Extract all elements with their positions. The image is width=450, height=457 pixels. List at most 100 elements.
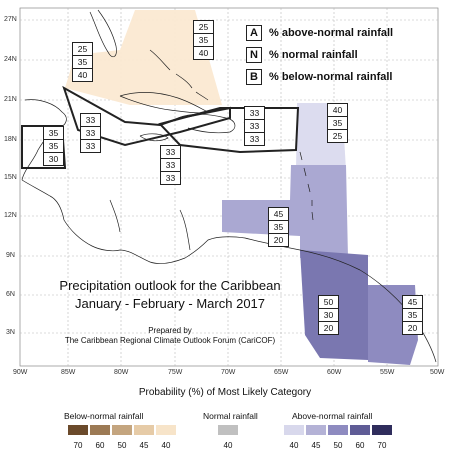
lat-label: 24N xyxy=(4,56,17,63)
prob-normal: 35 xyxy=(73,56,92,69)
swatch-label-above: 45 xyxy=(311,441,321,450)
prepared-by-label: Prepared by xyxy=(148,326,192,335)
prob-below: 20 xyxy=(407,323,418,333)
lat-label: 18N xyxy=(4,136,17,143)
prob-box-guyana: 50 30 20 xyxy=(318,295,339,335)
prob-box-leeward: 40 35 25 xyxy=(327,103,348,143)
prob-box-jamaica: 33 33 33 xyxy=(160,145,181,185)
swatch-label-normal: 40 xyxy=(223,441,233,450)
key-letter-b: B xyxy=(246,68,262,85)
swatch-below xyxy=(112,425,132,435)
colorbar-above-label: Above-normal rainfall xyxy=(292,411,373,421)
swatch-below xyxy=(134,425,154,435)
lat-label: 6N xyxy=(6,291,15,298)
prob-below: 25 xyxy=(332,131,343,141)
colorbar-below-label: Below-normal rainfall xyxy=(64,411,144,421)
key-text-above: % above-normal rainfall xyxy=(269,26,394,39)
swatch-label-below: 40 xyxy=(161,441,171,450)
lat-label: 12N xyxy=(4,212,17,219)
prob-above: 45 xyxy=(269,208,288,221)
prob-above: 45 xyxy=(403,296,422,309)
lat-label: 3N xyxy=(6,329,15,336)
coastlines xyxy=(21,9,437,363)
prob-below: 40 xyxy=(77,70,88,80)
lon-label: 55W xyxy=(380,369,395,376)
lon-label: 90W xyxy=(13,369,28,376)
prob-above: 33 xyxy=(81,114,100,127)
prob-box-hispaniola: 33 33 33 xyxy=(244,106,265,146)
prob-normal: 35 xyxy=(194,34,213,47)
prob-below: 20 xyxy=(323,323,334,333)
prob-above: 25 xyxy=(194,21,213,34)
key-row-below: B % below-normal rainfall xyxy=(246,66,436,87)
prob-above: 25 xyxy=(73,43,92,56)
swatch-above xyxy=(372,425,392,435)
swatch-label-below: 45 xyxy=(139,441,149,450)
lon-label: 70W xyxy=(221,369,236,376)
colorbar-title: Probability (%) of Most Likely Category xyxy=(138,387,312,398)
prob-normal: 33 xyxy=(245,120,264,133)
prob-above: 35 xyxy=(44,127,63,140)
prepared-by-org: The Caribbean Regional Climate Outlook F… xyxy=(64,336,276,345)
key-row-normal: N % normal rainfall xyxy=(246,44,436,65)
prob-box-windward: 45 35 20 xyxy=(268,207,289,247)
prob-normal: 35 xyxy=(328,117,347,130)
prob-above: 40 xyxy=(328,104,347,117)
key-letter-n: N xyxy=(246,46,262,63)
prob-below: 30 xyxy=(48,154,59,164)
lat-label: 15N xyxy=(4,174,17,181)
prob-normal: 33 xyxy=(161,159,180,172)
prob-above: 33 xyxy=(161,146,180,159)
swatch-label-above: 40 xyxy=(289,441,299,450)
lon-label: 80W xyxy=(114,369,129,376)
prob-below: 20 xyxy=(273,235,284,245)
swatch-label-above: 70 xyxy=(377,441,387,450)
swatch-below xyxy=(90,425,110,435)
swatch-above xyxy=(284,425,304,435)
zone-cuba-outline xyxy=(62,85,231,147)
prob-below: 33 xyxy=(85,141,96,151)
category-key: A % above-normal rainfall N % normal rai… xyxy=(246,22,436,88)
prob-box-french-guiana: 45 35 20 xyxy=(402,295,423,335)
prob-normal: 35 xyxy=(403,309,422,322)
key-row-above: A % above-normal rainfall xyxy=(246,22,436,43)
prob-below: 40 xyxy=(198,48,209,58)
prob-above: 33 xyxy=(245,107,264,120)
lon-label: 50W xyxy=(430,369,445,376)
map-period: January - February - March 2017 xyxy=(74,296,266,311)
colorbar-normal-label: Normal rainfall xyxy=(203,411,258,421)
lon-label: 85W xyxy=(61,369,76,376)
prob-box-bahamas-east: 25 35 40 xyxy=(193,20,214,60)
lat-label: 27N xyxy=(4,16,17,23)
swatch-label-below: 50 xyxy=(117,441,127,450)
swatch-label-below: 70 xyxy=(73,441,83,450)
swatch-normal xyxy=(218,425,238,435)
prob-below: 33 xyxy=(249,134,260,144)
region-bahamas-below xyxy=(65,10,222,105)
lat-label: 21N xyxy=(4,96,17,103)
swatch-label-above: 60 xyxy=(355,441,365,450)
key-letter-a: A xyxy=(246,24,262,41)
prob-normal: 35 xyxy=(269,221,288,234)
swatch-above xyxy=(350,425,370,435)
prob-box-bahamas-west: 25 35 40 xyxy=(72,42,93,82)
prob-above: 50 xyxy=(319,296,338,309)
lat-label: 9N xyxy=(6,252,15,259)
prob-normal: 35 xyxy=(44,140,63,153)
prob-below: 33 xyxy=(165,173,176,183)
key-text-below: % below-normal rainfall xyxy=(269,70,393,83)
swatch-label-below: 60 xyxy=(95,441,105,450)
prob-normal: 30 xyxy=(319,309,338,322)
swatch-above xyxy=(306,425,326,435)
lon-label: 65W xyxy=(274,369,289,376)
swatch-label-above: 50 xyxy=(333,441,343,450)
prob-normal: 33 xyxy=(81,127,100,140)
swatch-above xyxy=(328,425,348,435)
prob-box-cuba: 33 33 33 xyxy=(80,113,101,153)
key-text-normal: % normal rainfall xyxy=(269,48,358,61)
swatch-below xyxy=(156,425,176,435)
prob-box-cayman: 35 35 30 xyxy=(43,126,64,166)
map-title: Precipitation outlook for the Caribbean xyxy=(59,278,281,293)
lon-label: 75W xyxy=(168,369,183,376)
swatch-below xyxy=(68,425,88,435)
